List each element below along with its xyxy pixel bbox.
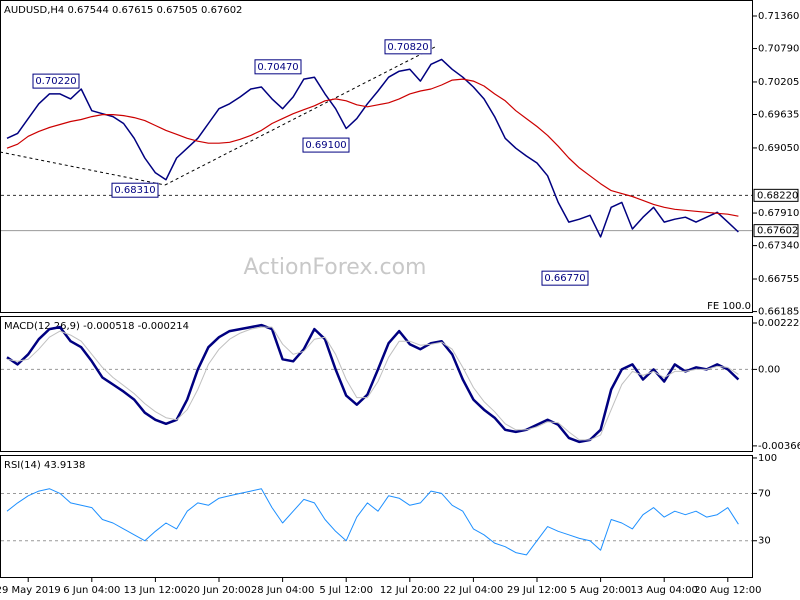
series-line xyxy=(6,58,739,238)
macd-panel xyxy=(0,316,753,452)
x-tick-label: 20 Aug 12:00 xyxy=(694,585,761,596)
x-tick-label: 29 May 2019 xyxy=(0,585,61,596)
chart-title: MACD(12,26,9) -0.000518 -0.000214 xyxy=(4,321,189,332)
x-tick-label: 13 Jun 12:00 xyxy=(124,585,188,596)
level-label: 0.67602 xyxy=(757,226,798,237)
annotation-box xyxy=(384,39,432,55)
trend-line xyxy=(164,46,436,186)
series-line xyxy=(6,326,739,441)
watermark: ActionForex.com xyxy=(244,255,427,280)
annotation-label: 0.66770 xyxy=(544,273,585,284)
x-tick-label: 20 Jun 20:00 xyxy=(187,585,251,596)
annotation-box xyxy=(32,73,80,89)
annotation-label: 0.70820 xyxy=(387,42,428,53)
x-tick-label: 12 Jul 20:00 xyxy=(380,585,440,596)
annotation-box xyxy=(111,182,159,198)
y-tick-label: 0.002224 xyxy=(758,318,800,329)
y-tick-label: 0.70790 xyxy=(758,44,799,55)
y-tick-label: 0.66185 xyxy=(758,307,799,318)
trend-line xyxy=(0,151,166,186)
y-tick-label: 0.69635 xyxy=(758,110,799,121)
x-tick-label: 29 Jul 12:00 xyxy=(507,585,567,596)
x-tick-label: 22 Jul 04:00 xyxy=(443,585,503,596)
y-tick-label: 0.66755 xyxy=(758,274,799,285)
annotation-box xyxy=(541,270,589,286)
annotation-box xyxy=(302,137,350,153)
y-tick-label: 30 xyxy=(758,536,771,547)
y-tick-label: 70 xyxy=(758,488,771,499)
x-tick-label: 28 Jun 04:00 xyxy=(251,585,315,596)
annotation-label: 0.70220 xyxy=(35,76,76,87)
y-tick-label: 100 xyxy=(758,453,777,464)
y-tick-label: 0.69050 xyxy=(758,143,799,154)
price-panel xyxy=(0,0,753,313)
x-tick-label: 6 Jun 04:00 xyxy=(63,585,120,596)
y-tick-label: 0.67340 xyxy=(758,241,799,252)
y-tick-label: 0.71360 xyxy=(758,11,799,22)
x-tick-label: 5 Aug 20:00 xyxy=(570,585,631,596)
rsi-panel xyxy=(0,455,753,578)
level-label: 0.68220 xyxy=(757,190,798,201)
x-tick-label: 13 Aug 04:00 xyxy=(630,585,697,596)
level-label-box xyxy=(753,188,799,202)
annotation-box xyxy=(254,59,302,75)
annotation-label: 0.68310 xyxy=(114,185,155,196)
y-tick-label: -0.003667 xyxy=(758,441,800,452)
annotation-label: 0.70470 xyxy=(257,62,298,73)
footer-label: FE 100.0 xyxy=(707,301,751,312)
chart-title: AUDUSD,H4 0.67544 0.67615 0.67505 0.6760… xyxy=(4,5,242,16)
y-tick-label: 0.67910 xyxy=(758,208,799,219)
series-line xyxy=(6,488,739,556)
series-line xyxy=(6,78,739,217)
level-label-box xyxy=(753,224,799,238)
chart-title: RSI(14) 43.9138 xyxy=(4,460,85,471)
annotation-label: 0.69100 xyxy=(305,140,346,151)
x-tick-label: 5 Jul 12:00 xyxy=(319,585,373,596)
y-tick-label: 0.70205 xyxy=(758,77,799,88)
y-tick-label: 0.00 xyxy=(758,364,780,375)
series-line xyxy=(6,323,740,444)
